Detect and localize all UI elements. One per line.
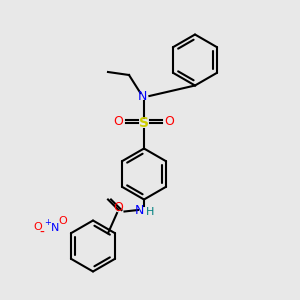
Text: +: + <box>45 218 51 226</box>
Text: O: O <box>165 115 174 128</box>
Text: N: N <box>51 223 60 233</box>
Text: N: N <box>135 203 144 217</box>
Text: -: - <box>40 226 44 239</box>
Text: H: H <box>146 206 154 217</box>
Text: S: S <box>139 116 149 130</box>
Text: O: O <box>33 221 42 232</box>
Text: O: O <box>114 115 123 128</box>
Text: O: O <box>114 200 123 214</box>
Text: O: O <box>58 215 68 226</box>
Text: N: N <box>138 89 147 103</box>
